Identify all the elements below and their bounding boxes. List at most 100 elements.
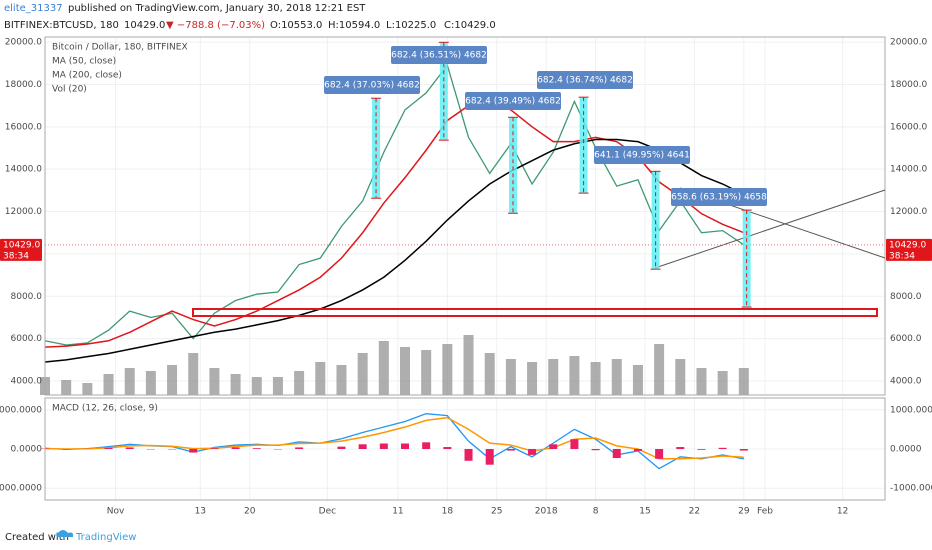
histogram-bar	[591, 449, 600, 451]
ohlc: L:10225.0	[386, 20, 436, 31]
histogram-bar	[676, 447, 685, 449]
symbol: BITFINEX:BTCUSD, 180	[4, 20, 119, 31]
volume-bar	[738, 368, 749, 395]
volume-bar	[611, 359, 622, 395]
histogram-bar	[210, 448, 219, 449]
volume-bar	[336, 365, 347, 395]
histogram-bar	[612, 449, 621, 459]
measure-label: 4641.1 (49.95%) 46411	[588, 151, 695, 161]
volume-bar	[378, 341, 389, 395]
countdown: 38:34	[889, 251, 915, 261]
volume-bar	[717, 371, 728, 395]
histogram-bar	[104, 447, 113, 449]
measure-bar	[509, 117, 517, 214]
y-tick-label: 4000.0	[11, 377, 43, 387]
y-tick-label: 20000.0	[890, 38, 927, 48]
x-tick-label: 13	[195, 507, 206, 517]
measure-label-box	[671, 188, 767, 206]
volume-bar	[400, 347, 410, 395]
histogram-bar	[358, 444, 367, 449]
y-tick-label: 8000.0	[890, 292, 922, 302]
ohlc: H:10594.0	[328, 20, 380, 31]
support-zone	[192, 308, 878, 317]
series-line	[44, 138, 745, 363]
plot-area	[40, 37, 885, 500]
price-tag-label: 10429.0	[889, 240, 926, 250]
volume-bar	[167, 365, 178, 395]
measure-bar	[742, 210, 751, 308]
histogram-bar	[528, 449, 537, 455]
y-tick-label: 16000.0	[5, 122, 42, 132]
measure-bar	[439, 42, 448, 141]
ohlc: C:10429.0	[444, 20, 496, 31]
x-tick-label: 22	[689, 507, 700, 517]
author[interactable]: elite_31337	[4, 3, 63, 14]
histogram-bar	[189, 449, 198, 453]
y-tick-label: 6000.0	[890, 334, 922, 344]
measure-label: 4658.6 (63.19%) 46586	[665, 193, 772, 203]
series-line	[44, 63, 745, 346]
y-tick-label: 14000.0	[5, 165, 42, 175]
y-tick-label: 6000.0	[11, 334, 43, 344]
x-tick-label: 15	[639, 507, 650, 517]
x-tick-label: 29	[738, 507, 750, 517]
volume-bar	[421, 350, 432, 395]
legend-item: Vol (20)	[52, 85, 87, 95]
price-tag	[886, 238, 932, 261]
legend-item: MA (200, close)	[52, 71, 122, 81]
x-tick-label: 12	[837, 507, 848, 517]
price-panel-border	[44, 36, 886, 396]
volume-bar	[294, 371, 305, 395]
volume-bar	[675, 359, 686, 395]
measure-bar	[579, 97, 588, 194]
price-tag	[0, 238, 42, 261]
price-tag-label: 10429.0	[3, 240, 40, 250]
volume-bar	[315, 362, 326, 395]
volume-bar	[548, 359, 559, 395]
macd-title: MACD (12, 26, close, 9)	[52, 404, 158, 414]
y-tick-label: 20000.0	[5, 38, 42, 48]
x-tick-label: 18	[442, 507, 454, 517]
volume-bar	[209, 368, 220, 395]
ohlc: O:10553.0	[270, 20, 322, 31]
histogram-bar	[549, 444, 558, 449]
y-tick-label: -1000.0000	[890, 484, 932, 494]
histogram-bar	[570, 439, 579, 449]
measure-bar	[651, 171, 660, 270]
volume-bar	[632, 365, 643, 395]
y-tick-label: 18000.0	[5, 80, 42, 90]
volume-bar	[103, 374, 114, 395]
x-tick-label: 2018	[535, 507, 558, 517]
volume-bar	[442, 344, 453, 395]
measure-label: 4682.4 (39.49%) 46824	[459, 97, 566, 107]
measure-label: 4682.4 (37.03%) 46824	[318, 81, 425, 91]
measure-label-box	[391, 46, 487, 64]
y-tick-label: 0.0000	[11, 445, 43, 455]
volume-bar	[82, 383, 93, 395]
histogram-bar	[443, 447, 452, 449]
footer-brand[interactable]: TradingView	[75, 532, 136, 543]
macd-panel-border	[44, 397, 886, 501]
y-tick-label: 0.0000	[890, 445, 922, 455]
change: ▼ −788.8 (−7.03%)	[166, 20, 265, 31]
measure-label-box	[537, 71, 633, 89]
y-tick-label: 14000.0	[890, 165, 927, 175]
x-tick-label: 8	[593, 507, 599, 517]
y-tick-label: 1000.0000	[890, 405, 932, 415]
x-tick-label: 25	[491, 507, 502, 517]
y-tick-label: 12000.0	[5, 207, 42, 217]
histogram-bar	[295, 447, 304, 449]
histogram-bar	[464, 449, 473, 461]
volume-bar	[145, 371, 156, 395]
y-tick-label: 1000.0000	[0, 405, 42, 415]
histogram-bar	[252, 448, 261, 449]
histogram-bar	[655, 449, 664, 459]
volume-bar	[61, 380, 72, 395]
published: published on TradingView.com, January 30…	[68, 3, 366, 14]
measure-label-box	[324, 76, 420, 94]
x-tick-label: 20	[244, 507, 256, 517]
x-tick-label: Feb	[757, 507, 773, 517]
histogram-bar	[718, 447, 727, 449]
trend-line	[654, 189, 886, 269]
